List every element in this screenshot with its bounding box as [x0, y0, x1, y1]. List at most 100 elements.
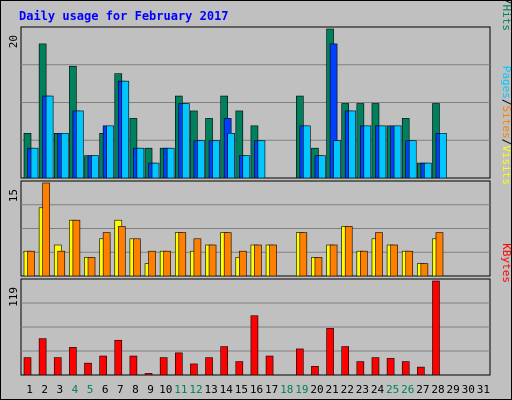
bar-kbytes-day-13 — [205, 357, 213, 376]
x-tick-label-day-31: 31 — [477, 383, 490, 396]
bar-kbytes-day-21 — [326, 328, 334, 376]
bar-pages-day-20 — [318, 155, 326, 179]
bar-kbytes-day-10 — [159, 357, 168, 376]
x-tick-label-day-23: 23 — [356, 383, 369, 396]
bar-kbytes-day-6 — [99, 355, 107, 376]
bar-pages-day-11 — [181, 103, 190, 179]
bar-sites-day-12 — [193, 238, 202, 277]
bar-pages-day-5 — [91, 155, 99, 179]
legend-item-kbytes: KBytes — [500, 243, 512, 283]
legend-kbytes: KBytes — [500, 243, 512, 283]
bar-pages-day-7 — [121, 80, 130, 179]
bar-kbytes-day-5 — [84, 362, 92, 376]
ymax-label-hits: 20 — [7, 35, 20, 48]
bar-kbytes-day-11 — [174, 352, 183, 376]
bar-kbytes-day-23 — [356, 361, 365, 376]
bar-pages-day-19 — [303, 125, 311, 179]
bar-sites-day-17 — [269, 244, 277, 277]
bar-sites-day-8 — [133, 238, 141, 277]
bar-pages-day-27 — [424, 162, 432, 179]
bar-kbytes-day-27 — [417, 366, 425, 376]
legend-item-visits: Visits — [500, 145, 512, 185]
x-tick-label-day-15: 15 — [235, 383, 248, 396]
bar-sites-day-9 — [148, 250, 156, 277]
bar-kbytes-day-22 — [341, 346, 350, 376]
bar-kbytes-day-17 — [265, 355, 274, 376]
bar-kbytes-day-25 — [386, 358, 395, 376]
legend-separator: / — [500, 0, 512, 5]
x-tick-label-day-14: 14 — [220, 383, 234, 396]
bar-sites-day-21 — [329, 244, 338, 277]
x-tick-label-day-25: 25 — [386, 383, 399, 396]
bar-sites-day-16 — [254, 244, 262, 277]
x-tick-label-day-20: 20 — [310, 383, 323, 396]
bar-pages-day-1 — [30, 147, 39, 179]
bar-sites-day-15 — [239, 250, 247, 277]
x-tick-label-day-22: 22 — [341, 383, 354, 396]
bar-kbytes-day-16 — [250, 315, 259, 376]
bar-pages-day-2 — [45, 95, 54, 179]
legend-item-sites: Sites — [500, 106, 512, 139]
legend-item-hits: Hits — [500, 5, 512, 32]
legend-separator: / — [500, 99, 512, 106]
bar-pages-day-28 — [439, 133, 447, 179]
bar-kbytes-day-24 — [371, 357, 380, 376]
bar-kbytes-day-2 — [38, 338, 47, 376]
bar-pages-day-9 — [151, 162, 160, 179]
bar-pages-day-14 — [227, 133, 235, 179]
bar-kbytes-day-8 — [129, 355, 138, 376]
bar-sites-day-10 — [163, 250, 171, 277]
bar-pages-day-23 — [363, 125, 372, 179]
legend-visits: Pages/Sites/Visits — [500, 66, 512, 185]
x-tick-label-day-11: 11 — [174, 383, 187, 396]
bar-sites-day-11 — [178, 232, 187, 277]
x-tick-label-day-26: 26 — [401, 383, 414, 396]
x-tick-label-day-8: 8 — [132, 383, 139, 396]
x-tick-label-day-17: 17 — [265, 383, 278, 396]
bar-kbytes-day-12 — [190, 363, 198, 376]
bar-sites-day-22 — [344, 226, 353, 277]
x-tick-label-day-13: 13 — [204, 383, 217, 396]
bar-pages-day-12 — [197, 140, 205, 179]
x-tick-label-day-9: 9 — [147, 383, 154, 396]
bar-pages-day-22 — [348, 110, 357, 179]
bar-sites-day-6 — [102, 232, 111, 277]
x-tick-label-day-27: 27 — [416, 383, 429, 396]
bar-pages-day-8 — [136, 147, 145, 179]
bar-kbytes-day-14 — [220, 346, 228, 376]
bar-sites-day-20 — [314, 257, 323, 277]
x-tick-label-day-18: 18 — [280, 383, 293, 396]
bar-sites-day-24 — [375, 232, 383, 277]
bar-pages-day-21 — [333, 140, 341, 179]
bar-sites-day-19 — [299, 232, 308, 277]
bar-pages-day-4 — [76, 110, 84, 179]
bar-pages-day-6 — [106, 125, 114, 179]
x-tick-label-day-12: 12 — [189, 383, 202, 396]
legend-hits: Pages/Files/Hits — [500, 0, 512, 31]
x-tick-label-day-24: 24 — [371, 383, 385, 396]
bar-sites-day-1 — [27, 250, 35, 277]
bar-sites-day-4 — [72, 219, 81, 277]
bar-pages-day-24 — [378, 125, 387, 179]
chart-title: Daily usage for February 2017 — [19, 9, 229, 23]
panel-hits: 20 Pages/Files/Hits — [7, 0, 512, 179]
x-tick-label-day-3: 3 — [57, 383, 64, 396]
bar-kbytes-day-9 — [144, 373, 153, 376]
bar-pages-day-26 — [408, 140, 417, 179]
bar-kbytes-day-28 — [432, 280, 440, 376]
bar-sites-day-2 — [42, 182, 50, 277]
bar-pages-day-25 — [393, 125, 402, 179]
bar-kbytes-day-4 — [69, 347, 77, 376]
bar-sites-day-23 — [360, 250, 368, 277]
bar-kbytes-day-19 — [296, 348, 304, 376]
x-tick-label-day-4: 4 — [72, 383, 79, 396]
bar-kbytes-day-20 — [311, 366, 319, 376]
bar-sites-day-5 — [87, 257, 96, 277]
bar-sites-day-14 — [223, 232, 232, 277]
bar-sites-day-13 — [208, 244, 217, 277]
x-tick-label-day-28: 28 — [431, 383, 444, 396]
x-tick-label-day-1: 1 — [26, 383, 33, 396]
x-tick-label-day-21: 21 — [326, 383, 339, 396]
